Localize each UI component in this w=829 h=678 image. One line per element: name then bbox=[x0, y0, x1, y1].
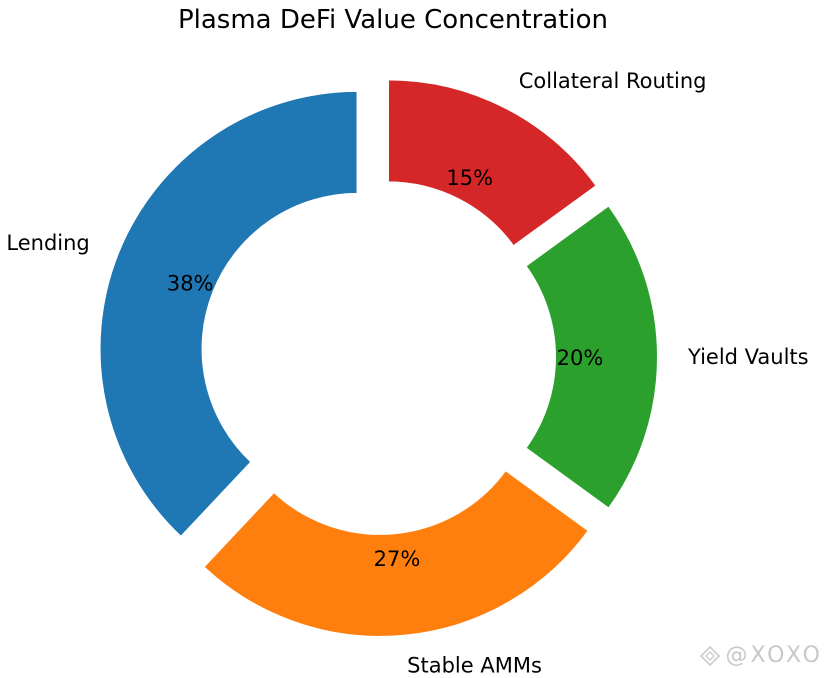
slice-collateral-routing bbox=[386, 78, 599, 248]
slice-label-collateral-routing: Collateral Routing bbox=[519, 69, 707, 93]
pct-label-lending: 38% bbox=[167, 272, 214, 296]
slice-label-stable-amms: Stable AMMs bbox=[407, 654, 542, 678]
watermark-text: @XOXO bbox=[725, 643, 823, 668]
slice-label-lending: Lending bbox=[6, 231, 89, 255]
slice-lending bbox=[98, 89, 359, 539]
slice-yield-vaults bbox=[524, 203, 659, 511]
slice-label-yield-vaults: Yield Vaults bbox=[687, 345, 809, 369]
pct-label-collateral-routing: 15% bbox=[446, 166, 493, 190]
pct-label-stable-amms: 27% bbox=[374, 547, 421, 571]
diamond-logo-icon bbox=[700, 645, 721, 666]
watermark: @XOXO bbox=[699, 643, 823, 668]
slice-stable-amms bbox=[202, 468, 591, 638]
pct-label-yield-vaults: 20% bbox=[557, 346, 604, 370]
chart-title: Plasma DeFi Value Concentration bbox=[178, 5, 608, 35]
